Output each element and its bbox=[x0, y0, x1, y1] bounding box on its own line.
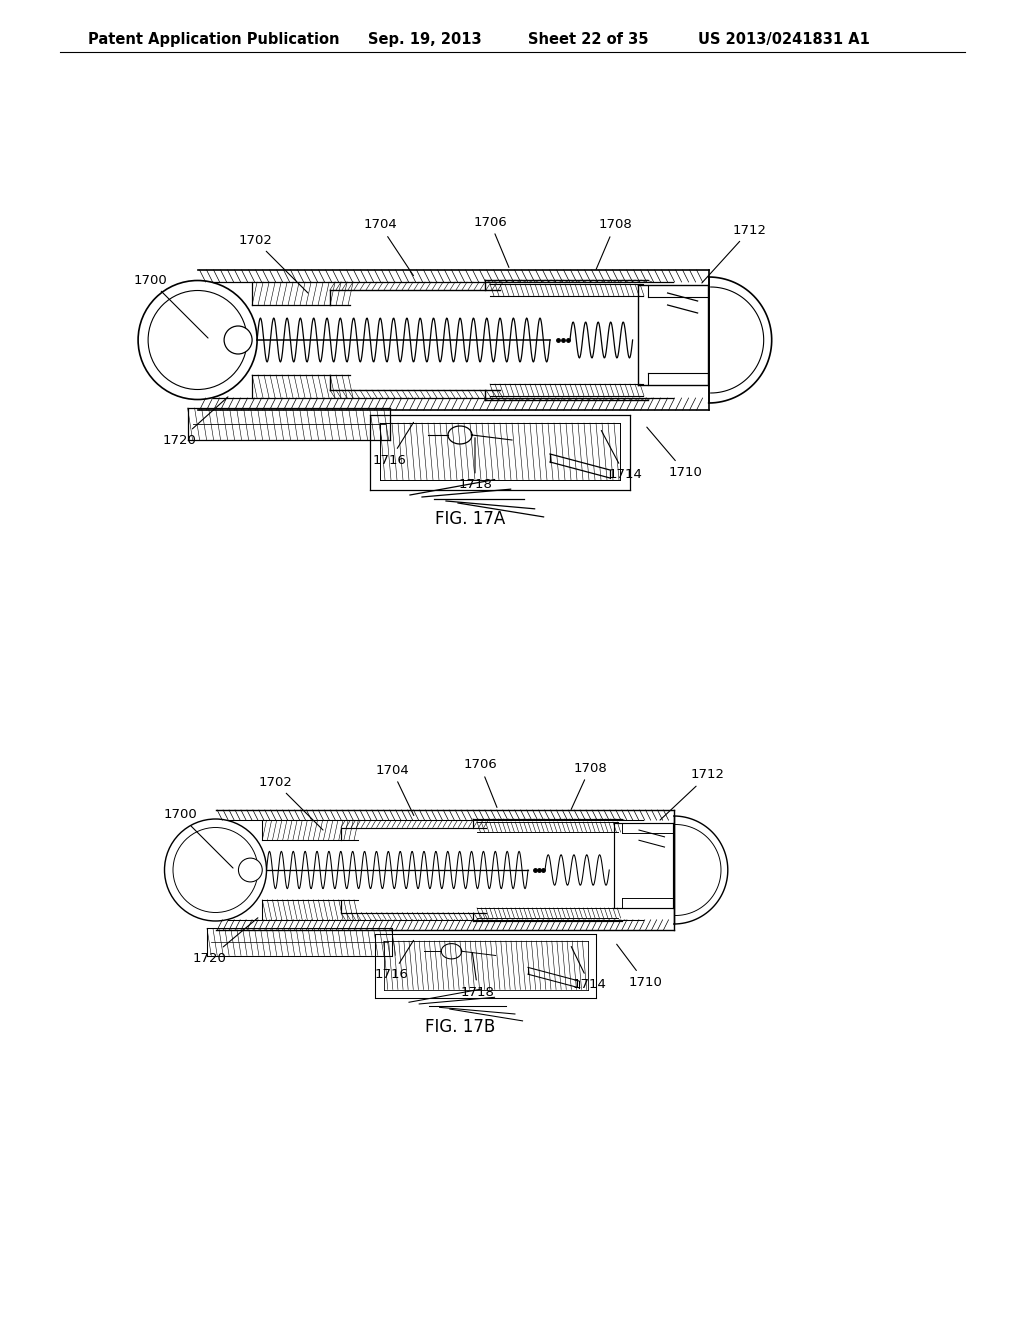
Text: FIG. 17B: FIG. 17B bbox=[425, 1018, 496, 1036]
Text: 1716: 1716 bbox=[373, 422, 414, 466]
Circle shape bbox=[224, 326, 252, 354]
Text: 1712: 1712 bbox=[701, 223, 767, 282]
Text: 1704: 1704 bbox=[364, 219, 414, 276]
Text: US 2013/0241831 A1: US 2013/0241831 A1 bbox=[698, 32, 869, 48]
Text: 1700: 1700 bbox=[133, 273, 208, 338]
Text: 1714: 1714 bbox=[571, 946, 607, 991]
Text: Patent Application Publication: Patent Application Publication bbox=[88, 32, 340, 48]
Circle shape bbox=[239, 858, 262, 882]
Text: 1720: 1720 bbox=[163, 397, 228, 446]
Text: 1710: 1710 bbox=[616, 944, 662, 989]
Text: 1718: 1718 bbox=[461, 953, 495, 998]
Text: 1708: 1708 bbox=[596, 219, 632, 269]
Text: 1708: 1708 bbox=[571, 762, 607, 809]
Text: 1718: 1718 bbox=[458, 438, 492, 491]
Text: Sep. 19, 2013: Sep. 19, 2013 bbox=[368, 32, 481, 48]
Text: 1702: 1702 bbox=[238, 234, 308, 293]
Text: 1710: 1710 bbox=[647, 428, 701, 479]
Text: Sheet 22 of 35: Sheet 22 of 35 bbox=[528, 32, 648, 48]
Text: 1706: 1706 bbox=[473, 215, 509, 268]
Text: FIG. 17A: FIG. 17A bbox=[435, 510, 505, 528]
Text: 1706: 1706 bbox=[463, 759, 497, 808]
Text: 1704: 1704 bbox=[375, 763, 414, 816]
Text: 1712: 1712 bbox=[660, 768, 725, 820]
Text: 1716: 1716 bbox=[375, 940, 414, 982]
Text: 1702: 1702 bbox=[258, 776, 323, 830]
Text: 1720: 1720 bbox=[194, 917, 258, 965]
Text: 1714: 1714 bbox=[601, 430, 642, 482]
Text: 1700: 1700 bbox=[163, 808, 233, 869]
